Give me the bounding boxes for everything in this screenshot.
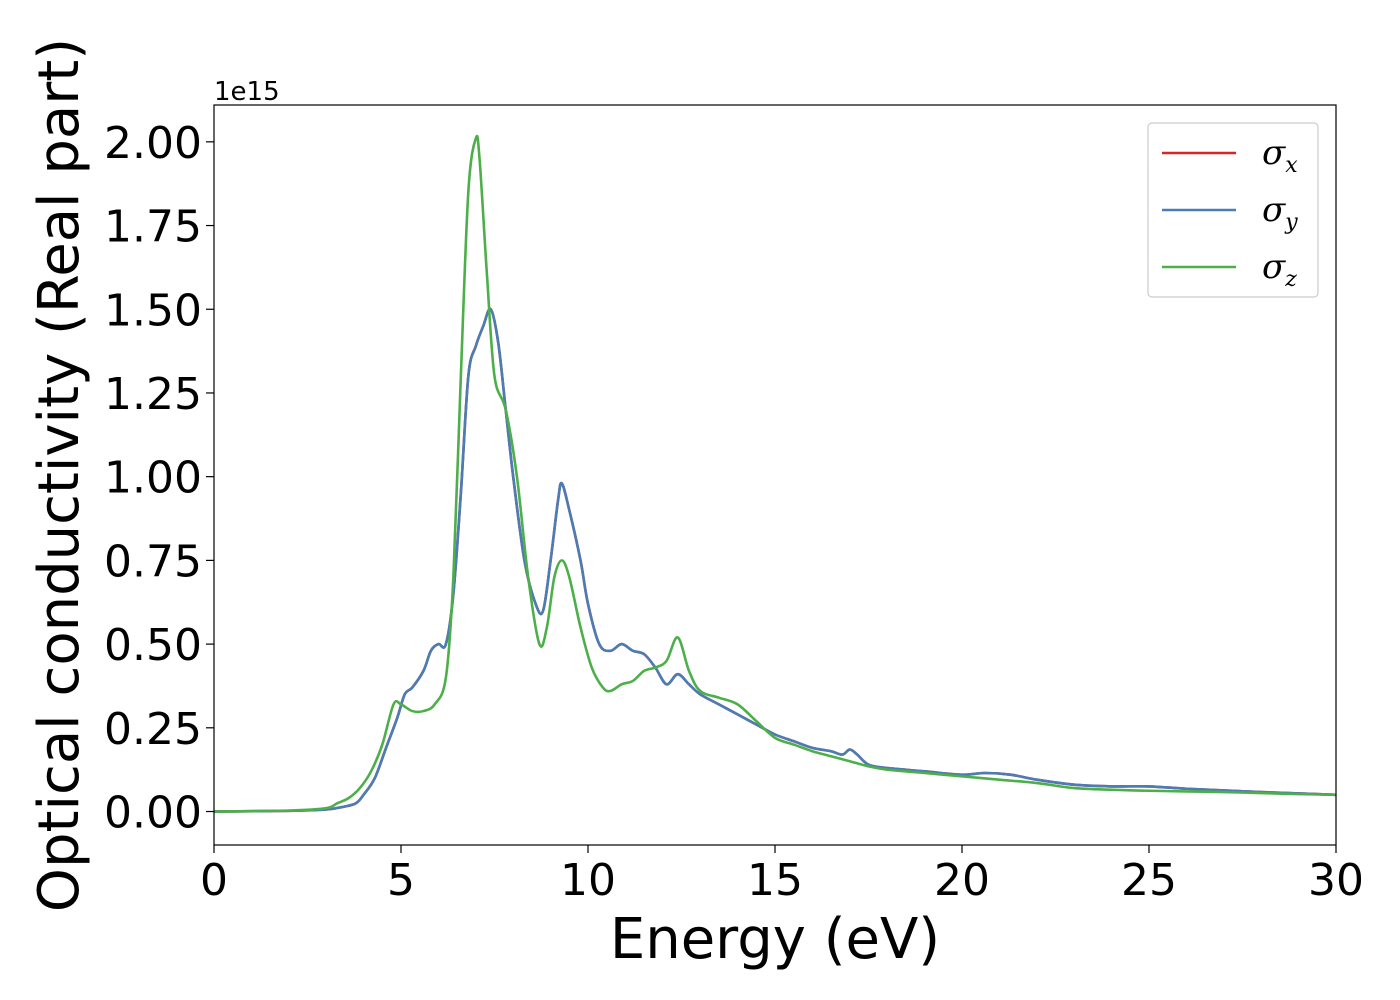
series-line-x <box>214 307 1336 813</box>
y-tick-label: 1.75 <box>104 202 202 253</box>
y-axis-label: Optical conductivity (Real part) <box>27 38 92 912</box>
y-tick-label: 1.00 <box>104 453 202 504</box>
y-axis: 0.00 0.25 0.50 0.75 1.00 1.25 1.50 1.75 2.00 <box>104 118 214 839</box>
legend-label-y: σy <box>1262 190 1298 235</box>
y-tick-label: 1.50 <box>104 285 202 336</box>
y-tick-label: 0.25 <box>104 704 202 755</box>
x-tick-label: 25 <box>1121 855 1177 906</box>
series-line-z <box>214 134 1336 813</box>
y-offset-label: 1e15 <box>214 77 280 107</box>
x-tick-label: 10 <box>560 855 616 906</box>
x-tick-label: 30 <box>1308 855 1364 906</box>
legend: σx σy σz <box>1147 122 1319 298</box>
x-tick-label: 15 <box>747 855 803 906</box>
x-axis-label: Energy (eV) <box>610 907 940 972</box>
series-line-y <box>214 307 1336 813</box>
x-tick-label: 20 <box>934 855 990 906</box>
y-tick-label: 2.00 <box>104 118 202 169</box>
series-lines <box>214 134 1336 813</box>
legend-label-z: σz <box>1262 247 1297 292</box>
y-tick-label: 0.75 <box>104 536 202 587</box>
y-tick-label: 0.00 <box>104 788 202 839</box>
y-tick-label: 0.50 <box>104 620 202 671</box>
legend-label-x: σx <box>1262 133 1298 178</box>
x-tick-label: 0 <box>200 855 228 906</box>
y-tick-label: 1.25 <box>104 369 202 420</box>
x-axis: 0 5 10 15 20 25 30 <box>200 845 1364 906</box>
x-tick-label: 5 <box>387 855 415 906</box>
